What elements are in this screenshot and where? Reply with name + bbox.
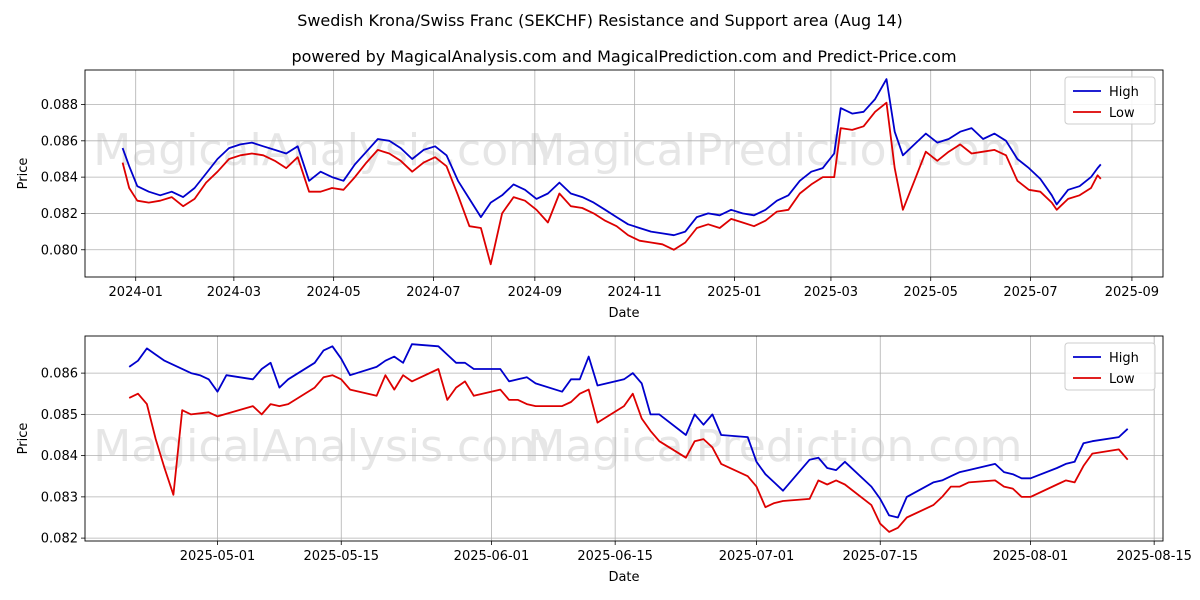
chart-subtitle: powered by MagicalAnalysis.com and Magic… [291, 47, 956, 66]
x-tick-label: 2025-07-01 [719, 549, 795, 564]
x-tick-label: 2025-03 [804, 285, 858, 300]
y-tick-label: 0.083 [41, 490, 78, 505]
y-tick-label: 0.082 [41, 532, 78, 547]
series-line-low [121, 101, 1102, 266]
x-tick-label: 2025-09 [1105, 285, 1159, 300]
y-tick-label: 0.088 [41, 98, 78, 113]
y-tick-label: 0.086 [41, 367, 78, 382]
x-tick-label: 2025-07 [1003, 285, 1057, 300]
x-tick-label: 2024-05 [306, 285, 360, 300]
x-tick-label: 2025-06-01 [454, 549, 530, 564]
series-line-high [128, 343, 1129, 519]
x-axis-label: Date [608, 570, 639, 585]
x-tick-label: 2025-08-01 [993, 549, 1069, 564]
y-tick-label: 0.080 [41, 243, 78, 258]
watermark-text: MagicalAnalysis.com [93, 125, 551, 176]
watermark-text: MagicalPrediction.com [527, 421, 1022, 472]
legend: High Low [1064, 76, 1156, 125]
y-tick-label: 0.082 [41, 207, 78, 222]
y-tick-label: 0.085 [41, 408, 78, 423]
x-tick-label: 2024-01 [109, 285, 163, 300]
axes-frame [84, 335, 1164, 542]
upper-chart-panel: MagicalAnalysis.comMagicalPrediction.com… [16, 69, 1164, 321]
x-tick-label: 2025-05 [904, 285, 958, 300]
legend-label-low: Low [1109, 372, 1135, 387]
x-tick-label: 2025-01 [707, 285, 761, 300]
legend-label-low: Low [1109, 106, 1135, 121]
legend-label-high: High [1109, 351, 1139, 366]
series-line-high [121, 78, 1102, 237]
x-tick-label: 2025-08-15 [1116, 549, 1192, 564]
y-axis-label: Price [16, 423, 31, 455]
y-tick-label: 0.084 [41, 171, 78, 186]
x-axis-label: Date [608, 306, 639, 321]
x-tick-label: 2025-07-15 [842, 549, 918, 564]
legend-label-high: High [1109, 85, 1139, 100]
legend: High Low [1064, 342, 1156, 391]
x-tick-label: 2025-05-15 [303, 549, 379, 564]
axes-frame [84, 69, 1164, 278]
lower-chart-panel: MagicalAnalysis.comMagicalPrediction.com… [16, 335, 1192, 585]
x-tick-label: 2024-11 [607, 285, 661, 300]
plot-area [85, 336, 1163, 541]
y-tick-label: 0.084 [41, 449, 78, 464]
watermark-text: MagicalAnalysis.com [93, 421, 551, 472]
y-axis-label: Price [16, 158, 31, 190]
chart-title: Swedish Krona/Swiss Franc (SEKCHF) Resis… [297, 11, 903, 30]
x-tick-label: 2024-07 [406, 285, 460, 300]
x-tick-label: 2025-05-01 [180, 549, 256, 564]
x-tick-label: 2024-03 [207, 285, 261, 300]
y-tick-label: 0.086 [41, 134, 78, 149]
x-tick-label: 2025-06-15 [577, 549, 653, 564]
watermark-text: MagicalPrediction.com [527, 125, 1022, 176]
x-tick-label: 2024-09 [508, 285, 562, 300]
series-line-low [128, 368, 1129, 533]
